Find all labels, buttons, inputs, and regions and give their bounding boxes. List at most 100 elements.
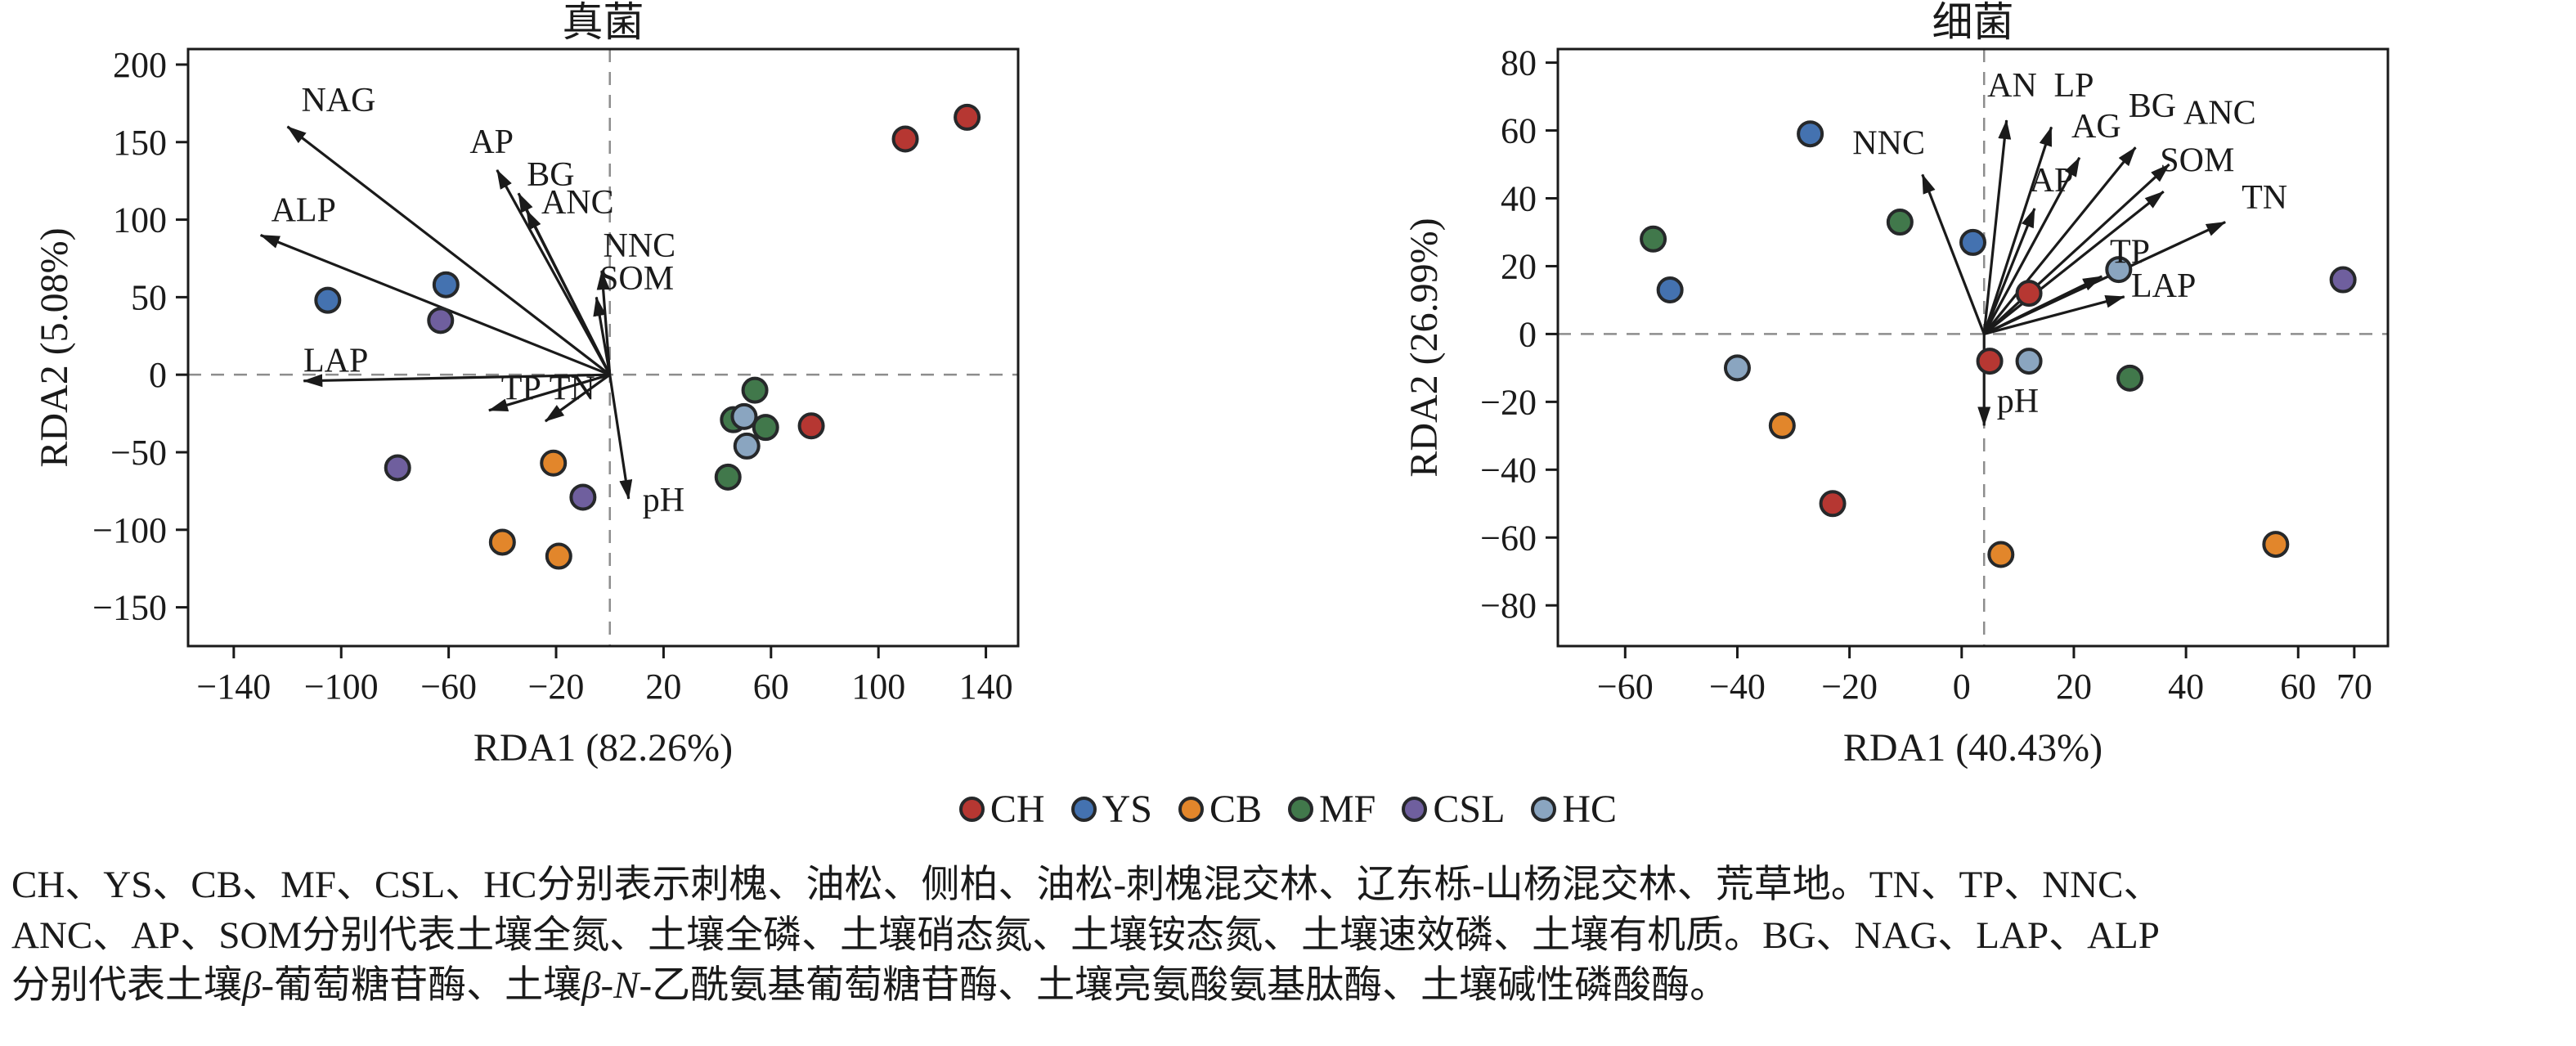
legend-dot-CSL (1402, 797, 1428, 823)
data-point-YS (314, 286, 342, 314)
arrow-label-ALP: ALP (272, 191, 336, 229)
data-point-MF (1640, 225, 1667, 253)
caption-italic-segment: β (242, 964, 262, 1008)
y-tick-label: 0 (149, 355, 167, 395)
x-tick-label: −60 (1597, 667, 1654, 707)
arrow-BG (1982, 146, 2137, 335)
data-point-MF (741, 376, 769, 404)
arrow-label-LP: LP (2053, 67, 2094, 105)
data-point-YS (432, 271, 460, 299)
caption-segment: - (600, 964, 614, 1008)
data-point-CB (488, 528, 516, 556)
legend-label: CB (1209, 788, 1262, 832)
legend-label: CH (990, 788, 1045, 832)
arrow-AN (1982, 119, 2012, 334)
x-tick-label: 20 (2056, 667, 2092, 707)
data-point-CSL (384, 454, 411, 482)
data-point-CB (1987, 541, 2015, 568)
plot-frame (186, 47, 1020, 648)
x-tick-label: 140 (959, 667, 1013, 707)
x-tick-label: −60 (420, 667, 477, 707)
chart-title: 真菌 (563, 0, 644, 45)
arrow-SOM (593, 296, 612, 375)
arrow-NNC (596, 270, 612, 375)
data-point-CH (797, 412, 825, 440)
y-tick-label: −80 (1480, 586, 1537, 626)
charts-row: NAG ALP AP BG ANC NNC SOM LAP TP TN pH −140 −100 −60−… (33, 0, 2390, 770)
arrow-label-LAP: LAP (2131, 267, 2196, 305)
caption-line: CH、YS、CB、MF、CSL、HC分别表示刺槐、油松、侧柏、油松-刺槐混交林、… (11, 860, 2565, 911)
x-tick-label: −40 (1709, 667, 1766, 707)
legend-dot-MF (1287, 797, 1313, 823)
arrow-label-TP: TP (501, 370, 541, 408)
arrow-NAG (286, 125, 611, 376)
arrow-label-LAP: LAP (303, 342, 368, 379)
caption-line: ANC、AP、SOM分别代表土壤全氮、土壤全磷、土壤硝态氮、土壤铵态氮、土壤速效… (11, 911, 2565, 962)
y-axis-label: RDA2 (5.08%) (33, 227, 76, 467)
arrow-label-ANC: ANC (2183, 94, 2256, 132)
caption-segment: ANC、AP、SOM分别代表土壤全氮、土壤全磷、土壤硝态氮、土壤铵态氮、土壤速效… (11, 914, 2160, 957)
y-tick-label: −20 (1480, 382, 1537, 422)
arrow-label-AG: AG (2071, 108, 2121, 146)
data-point-HC (730, 402, 758, 430)
y-tick-label: −100 (92, 510, 167, 550)
data-point-MF (714, 463, 742, 491)
arrow-label-NAG: NAG (301, 82, 375, 119)
legend-item-CSL: CSL (1402, 787, 1505, 832)
y-tick-label: 0 (1519, 314, 1537, 354)
caption-italic-segment: N (613, 964, 640, 1008)
y-tick-label: −50 (110, 433, 167, 473)
legend-dot-HC (1531, 797, 1557, 823)
legend-label: HC (1562, 788, 1618, 832)
x-tick-label: −140 (196, 667, 271, 707)
legend-dot-YS (1070, 797, 1097, 823)
arrow-label-NNC: NNC (1852, 125, 1925, 163)
y-tick-label: 100 (113, 200, 167, 240)
arrow-label-BG: BG (527, 156, 574, 194)
data-point-MF (752, 414, 779, 442)
x-tick-label: 100 (851, 667, 905, 707)
caption: CH、YS、CB、MF、CSL、HC分别表示刺槐、油松、侧柏、油松-刺槐混交林、… (11, 860, 2565, 1012)
legend: CH YS CB MF CSL HC (0, 783, 2576, 832)
data-point-CB (1768, 411, 1796, 439)
caption-segment: CH、YS、CB、MF、CSL、HC分别表示刺槐、油松、侧柏、油松-刺槐混交林、… (11, 864, 2162, 906)
data-point-CH (2015, 280, 2043, 308)
arrow-SOM (1983, 190, 2165, 335)
y-tick-label: 50 (131, 277, 167, 317)
arrow-label-NNC: NNC (604, 227, 676, 265)
arrow-label-SOM: SOM (599, 260, 674, 298)
arrow-label-AN: AN (1987, 67, 2037, 105)
x-tick-label: −20 (1821, 667, 1878, 707)
x-tick-label: 70 (2336, 667, 2372, 707)
y-tick-label: −40 (1480, 450, 1537, 490)
legend-label: YS (1102, 788, 1152, 832)
arrow-AG (1982, 156, 2081, 335)
legend-item-HC: HC (1531, 787, 1617, 832)
arrow-label-TN: TN (2242, 179, 2287, 217)
x-tick-label: 60 (753, 667, 789, 707)
data-point-YS (1797, 120, 1824, 148)
caption-segment: 分别代表土壤 (11, 964, 242, 1008)
arrow-label-TN: TN (550, 370, 595, 408)
x-tick-label: 20 (645, 667, 681, 707)
legend-label: MF (1318, 788, 1376, 832)
arrow-label-ANC: ANC (541, 184, 614, 222)
x-axis-label: RDA1 (40.43%) (1843, 726, 2103, 770)
plot-frame (1556, 47, 2390, 648)
arrow-AP (1982, 208, 2036, 335)
legend-dot-CB (1178, 797, 1204, 823)
arrow-AP (496, 169, 612, 375)
data-point-CH (891, 125, 919, 153)
data-point-HC (1723, 354, 1751, 382)
arrow-pH (608, 374, 633, 500)
arrow-LAP (303, 373, 610, 388)
data-point-HC (733, 432, 761, 460)
arrow-LAP (1983, 294, 2125, 335)
legend-item-CH: CH (958, 787, 1045, 832)
data-point-CSL (427, 307, 455, 334)
x-tick-label: −100 (304, 667, 379, 707)
data-point-YS (1656, 276, 1684, 303)
caption-italic-segment: β (581, 964, 601, 1008)
arrow-TN (544, 373, 611, 423)
